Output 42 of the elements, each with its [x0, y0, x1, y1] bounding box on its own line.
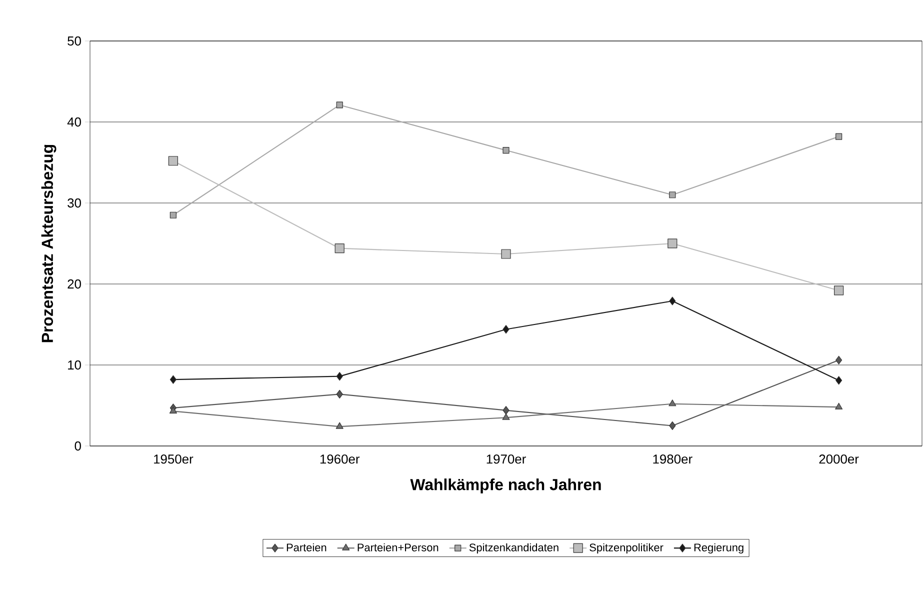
- point: [336, 390, 343, 398]
- point: [170, 212, 177, 218]
- legend-label: Parteien+Person: [358, 543, 438, 552]
- y-tick-label: 40: [67, 117, 81, 127]
- point: [336, 372, 343, 381]
- point: [170, 375, 177, 384]
- point: [168, 156, 178, 166]
- point: [668, 238, 678, 248]
- point: [835, 402, 843, 410]
- point: [669, 296, 676, 306]
- point: [502, 406, 510, 415]
- point: [334, 244, 344, 254]
- point: [836, 376, 842, 385]
- point: [501, 249, 511, 259]
- point: [668, 400, 676, 406]
- point: [836, 133, 842, 140]
- x-tick-label: 1970er: [486, 454, 526, 464]
- y-axis-title: Prozentsatz Akteursbezug: [41, 144, 56, 342]
- y-tick-label: 0: [74, 441, 81, 451]
- point: [502, 413, 510, 420]
- point: [669, 192, 676, 198]
- x-tick-label: 2000er: [819, 454, 859, 464]
- point: [336, 102, 343, 108]
- point: [336, 422, 344, 429]
- point: [836, 356, 842, 364]
- point: [669, 421, 676, 430]
- point: [502, 325, 510, 334]
- legend-label: Regierung: [694, 543, 744, 554]
- legend-label: Spitzenkandidaten: [469, 543, 558, 554]
- y-tick-label: 20: [68, 279, 81, 289]
- y-tick-label: 50: [68, 36, 81, 46]
- x-axis-title: Wahlkämpfe nach Jahren: [410, 478, 601, 494]
- point: [502, 147, 510, 154]
- point: [834, 286, 844, 296]
- y-tick-label: 30: [68, 198, 81, 208]
- x-tick-label: 1950er: [154, 454, 194, 464]
- y-tick-label: 10: [68, 360, 81, 370]
- x-tick-label: 1960er: [320, 454, 360, 464]
- point: [169, 406, 177, 414]
- legend-label: Parteien: [286, 543, 326, 552]
- x-tick-label: 1980er: [653, 454, 692, 464]
- legend-label: Spitzenpolitiker: [590, 543, 664, 554]
